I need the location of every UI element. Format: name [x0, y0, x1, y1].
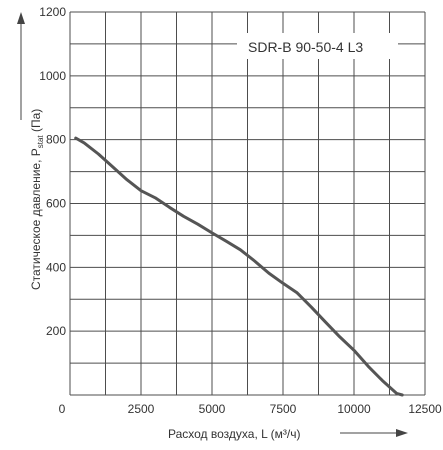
axis-arrows [17, 12, 408, 437]
x-tick-label: 2500 [128, 402, 155, 416]
x-tick-label: 7500 [270, 402, 297, 416]
x-tick-label: 12500 [408, 402, 442, 416]
y-tick-labels: 200 400 600 800 1000 1200 [39, 5, 66, 338]
y-tick-label: 600 [46, 197, 66, 211]
x-tick-label: 0 [59, 402, 66, 416]
y-tick-label: 400 [46, 260, 66, 274]
y-axis-title-main: Статическое давление, P [29, 148, 43, 290]
y-tick-label: 1200 [39, 5, 66, 19]
series-label: SDR-B 90-50-4 L3 [248, 39, 363, 55]
y-axis-title: Статическое давление, Pstat (Па) [29, 109, 45, 290]
grid-lines [69, 11, 426, 396]
x-tick-labels: 0 2500 5000 7500 10000 12500 [59, 402, 442, 416]
y-axis-arrow-head [17, 12, 25, 24]
x-axis-title: Расход воздуха, L (м³/ч) [168, 427, 301, 441]
x-tick-label: 5000 [199, 402, 226, 416]
x-axis-arrow-head [396, 429, 408, 437]
y-tick-label: 1000 [39, 69, 66, 83]
x-tick-label: 10000 [337, 402, 371, 416]
series-group [74, 136, 404, 397]
y-axis-title-subscript: stat [36, 135, 45, 149]
y-tick-label: 800 [46, 133, 66, 147]
series-legend-box: SDR-B 90-50-4 L3 [237, 33, 398, 59]
series-label-background [237, 33, 398, 59]
series-line [74, 136, 404, 397]
y-axis-title-unit: (Па) [29, 109, 43, 136]
y-tick-label: 200 [46, 324, 66, 338]
